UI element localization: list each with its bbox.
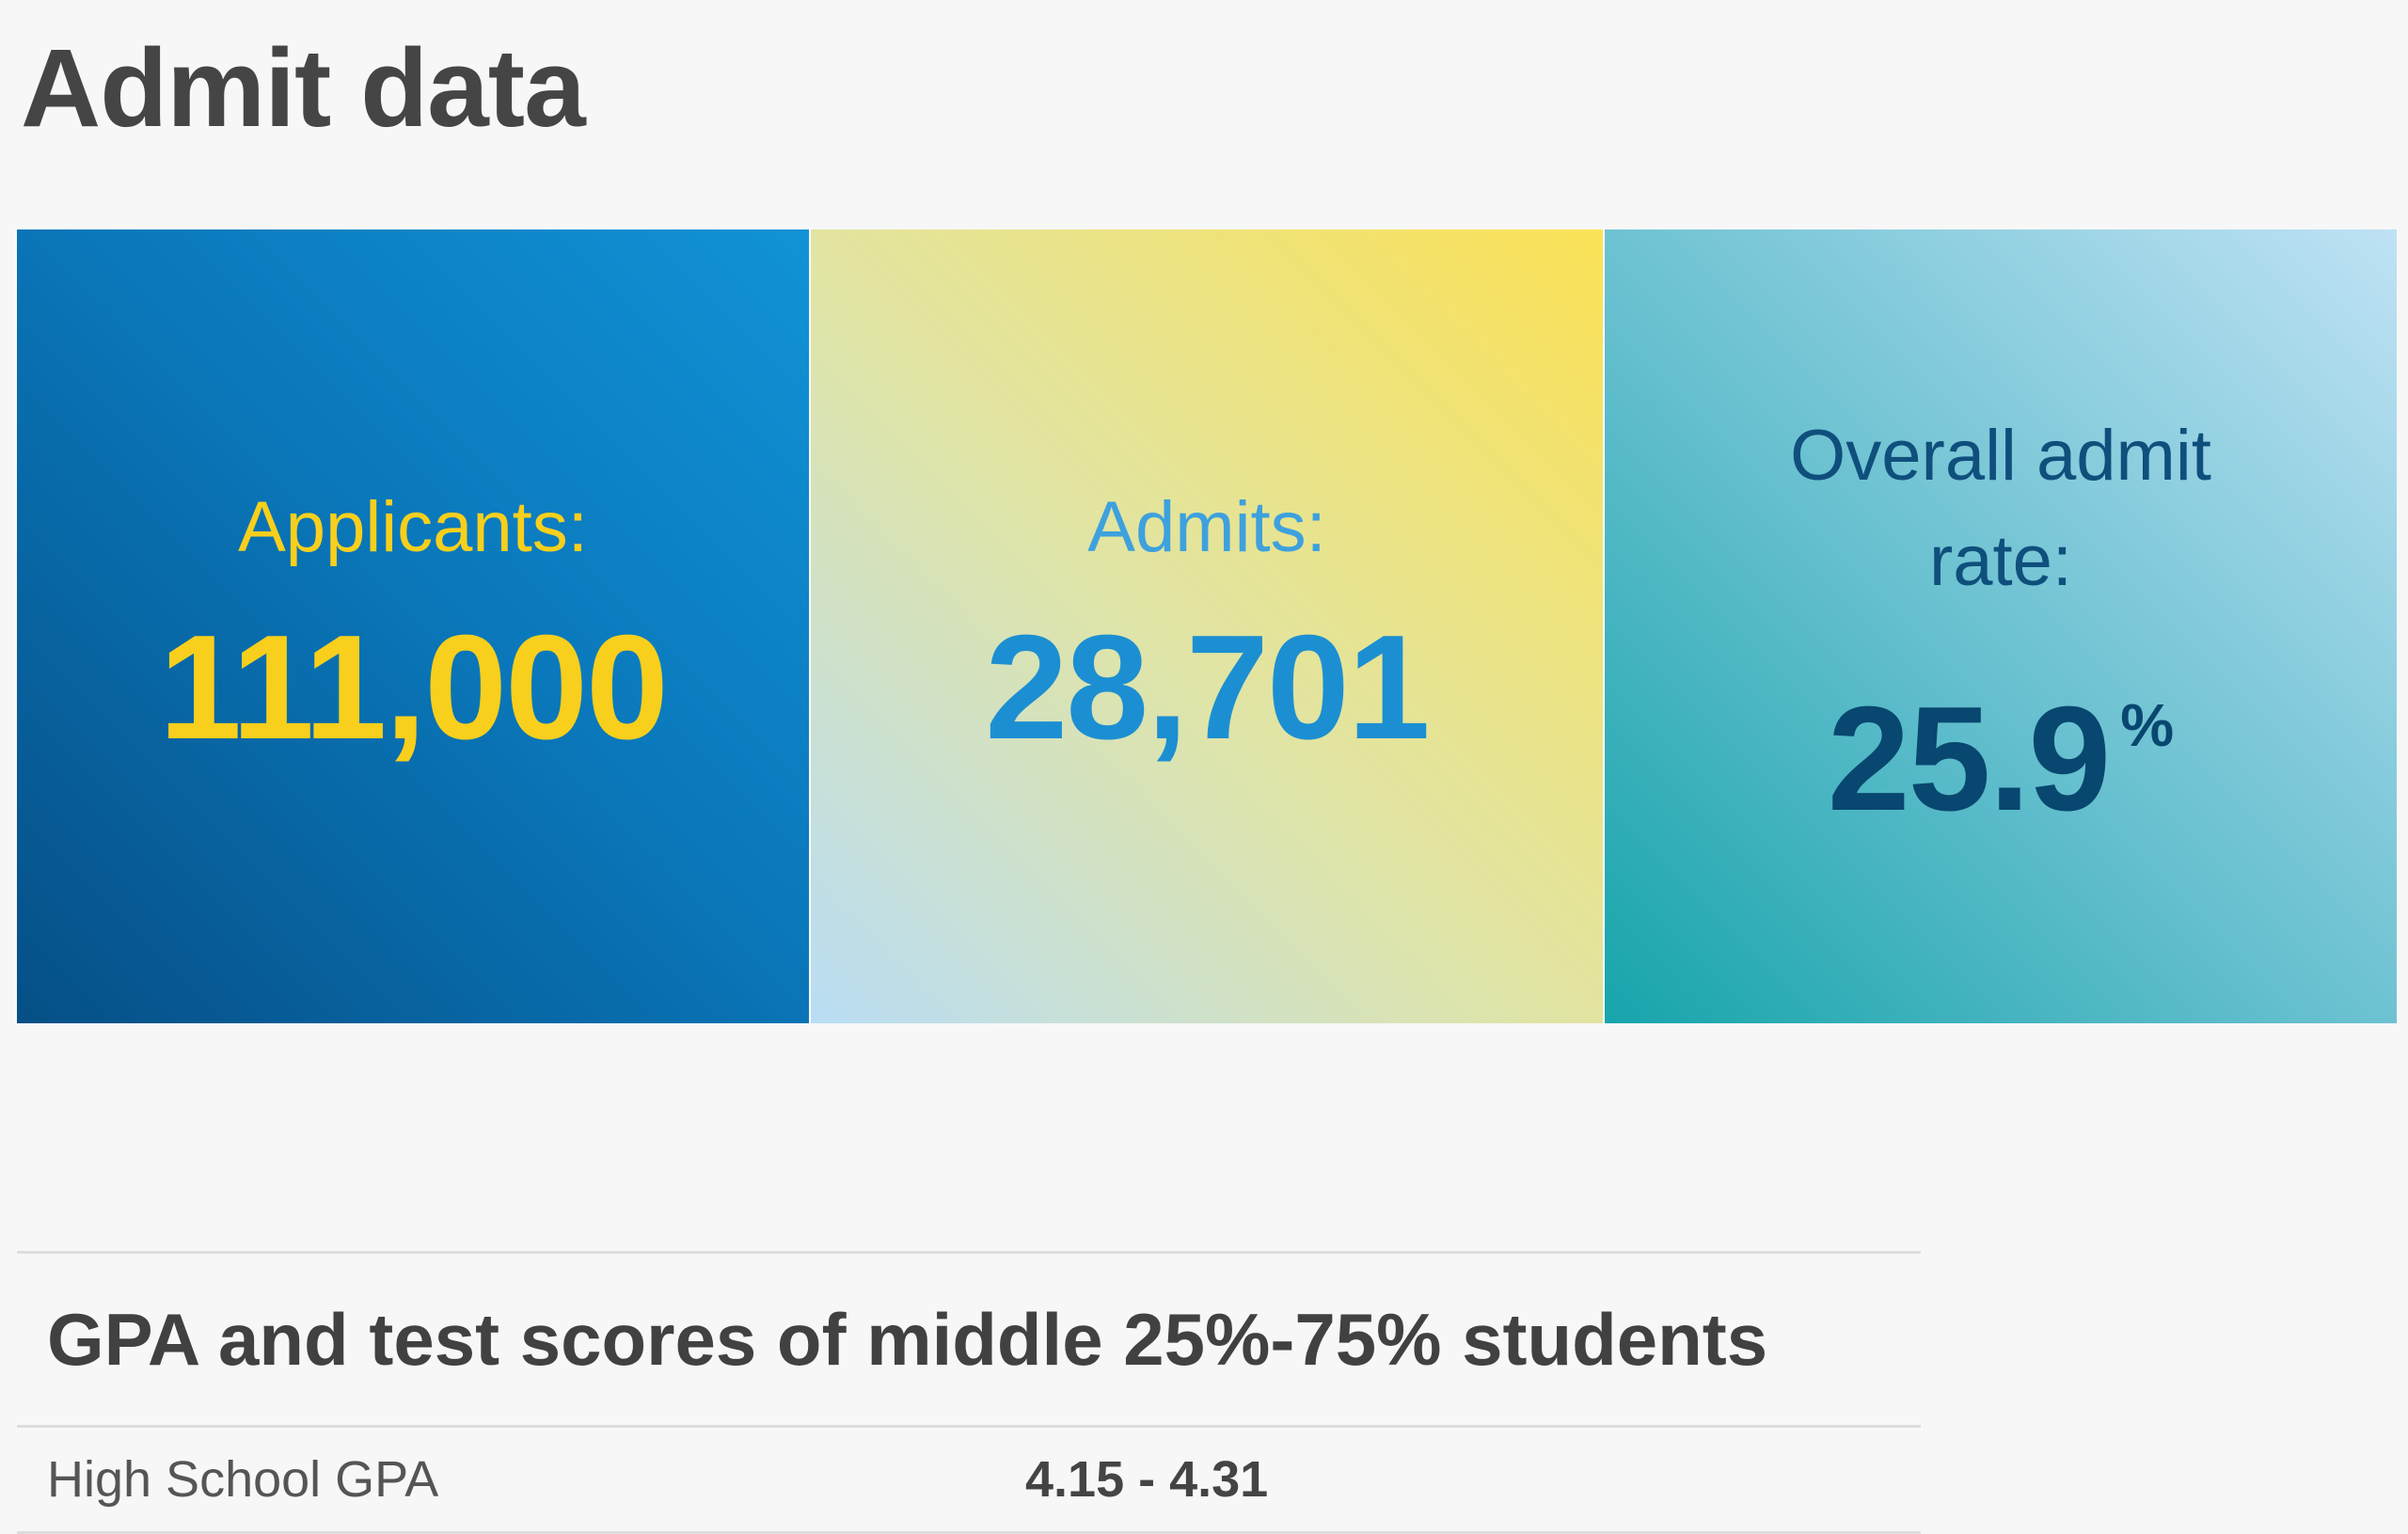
scores-table: High School GPA 4.15 - 4.31 xyxy=(17,1425,1921,1534)
applicants-card: Applicants: 111,000 xyxy=(17,229,809,1023)
admit-rate-label: Overall admit rate: xyxy=(1790,416,2211,602)
applicants-label: Applicants: xyxy=(238,487,588,568)
metric-label: High School GPA xyxy=(17,1425,1025,1534)
section-divider xyxy=(17,1251,1921,1254)
section-heading: GPA and test scores of middle 25%-75% st… xyxy=(47,1298,1768,1381)
metric-range: 4.15 - 4.31 xyxy=(1025,1425,1921,1534)
admit-rate-unit: % xyxy=(2120,691,2175,760)
table-row: High School GPA 4.15 - 4.31 xyxy=(17,1425,1921,1534)
admit-stats-panel: Applicants: 111,000 Admits: 28,701 Overa… xyxy=(17,229,2397,1023)
admit-rate-value: 25.9 xyxy=(1827,676,2112,843)
admits-card: Admits: 28,701 xyxy=(809,229,1605,1023)
admit-rate-card: Overall admit rate: 25.9% xyxy=(1605,229,2397,1023)
admit-rate-value-line: 25.9% xyxy=(1828,671,2174,849)
admits-label: Admits: xyxy=(1087,487,1326,568)
admits-value: 28,701 xyxy=(985,605,1430,771)
applicants-value: 111,000 xyxy=(159,605,669,771)
page-title: Admit data xyxy=(21,26,586,150)
gpa-test-scores-section: GPA and test scores of middle 25%-75% st… xyxy=(17,1251,1921,1534)
